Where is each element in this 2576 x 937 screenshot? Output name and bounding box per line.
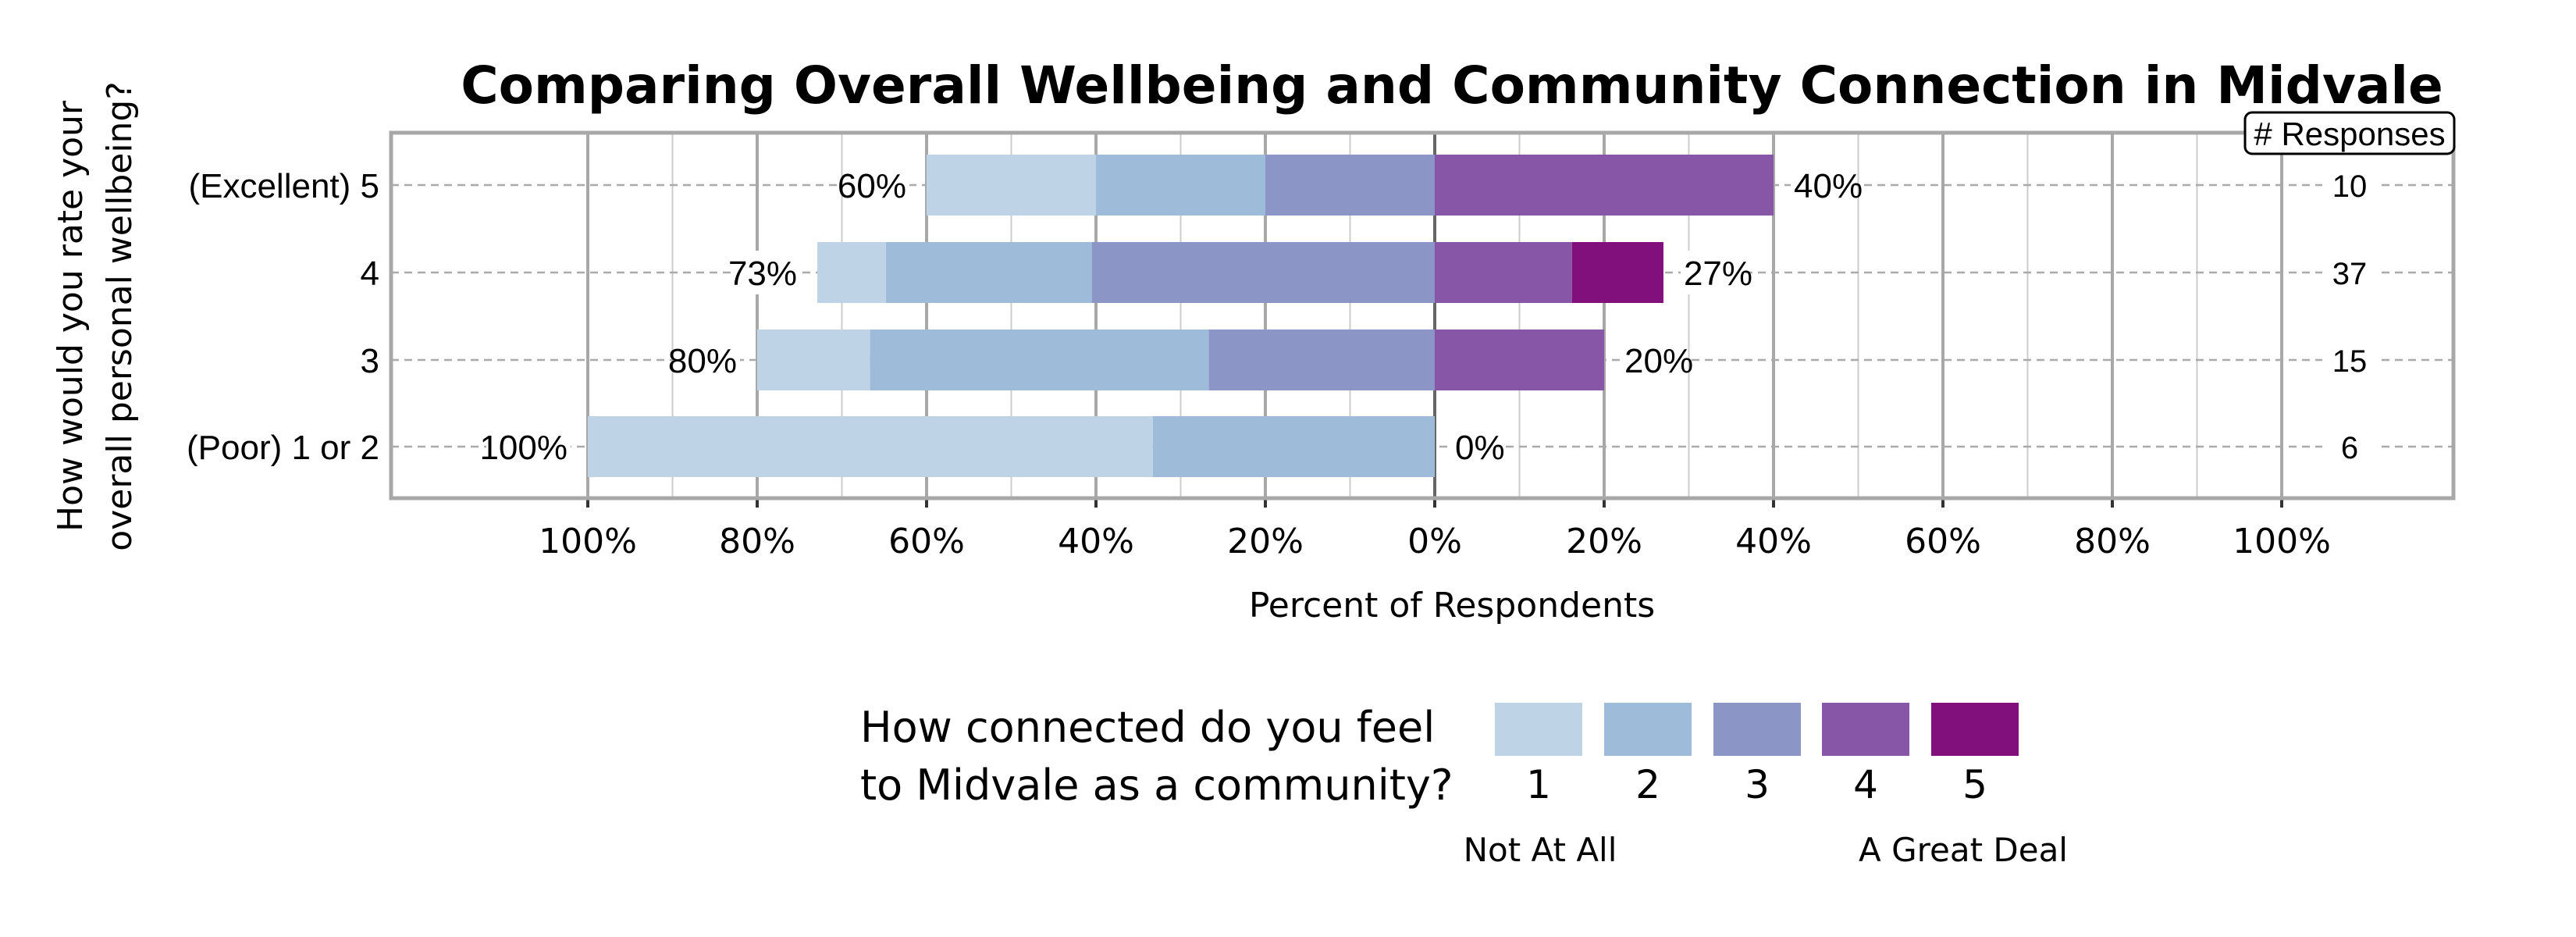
left-percent-label: 100% (479, 429, 568, 467)
label-backing (2322, 165, 2377, 205)
legend-items: 1 2 3 4 5 (1495, 703, 2019, 807)
bar-segment-1 (757, 330, 870, 390)
bar-segment-1 (817, 242, 886, 303)
x-tick-label: 60% (1905, 522, 1981, 561)
response-count: 37 (2332, 257, 2368, 291)
right-percent-label: 0% (1455, 429, 1505, 467)
legend: How connected do you feel to Midvale as … (860, 703, 2068, 869)
y-axis-title-line-1: How would you rate your (51, 100, 91, 532)
legend-high-label: A Great Deal (1859, 831, 2068, 869)
legend-swatch-2 (1604, 703, 1692, 756)
bar-segment-5 (1571, 242, 1663, 303)
legend-label-2: 2 (1635, 762, 1660, 807)
legend-label-5: 5 (1962, 762, 1987, 807)
label-backing (1452, 425, 1497, 468)
y-axis-title-line-2: overall personal wellbeing? (100, 81, 140, 550)
x-tick-label: 20% (1566, 522, 1642, 561)
responses-header: # Responses (2243, 111, 2456, 155)
bar-segment-4 (1435, 242, 1572, 303)
legend-label-1: 1 (1526, 762, 1551, 807)
bars (588, 155, 1774, 477)
legend-swatch-3 (1713, 703, 1801, 756)
x-tick-label: 100% (539, 522, 637, 561)
right-percent-label: 27% (1684, 255, 1752, 293)
x-tick-label: 80% (719, 522, 795, 561)
x-tick-label: 40% (1735, 522, 1812, 561)
legend-swatch-1 (1495, 703, 1582, 756)
legend-low-label: Not At All (1464, 831, 1617, 869)
bar-segment-4 (1435, 155, 1774, 216)
label-backing (845, 163, 909, 207)
legend-label-4: 4 (1853, 762, 1878, 807)
plot-frame (389, 130, 2456, 501)
x-tick-label: 20% (1227, 522, 1304, 561)
bar-segment-2 (1096, 155, 1265, 216)
bar-segment-3 (1265, 155, 1435, 216)
legend-swatch-4 (1822, 703, 1909, 756)
label-backing (675, 338, 740, 382)
response-count: 6 (2341, 431, 2358, 465)
legend-title-line-2: to Midvale as a community? (860, 761, 1453, 810)
x-tick-label: 80% (2074, 522, 2151, 561)
response-count: 10 (2332, 169, 2368, 204)
bar-segment-4 (1435, 330, 1604, 390)
bar-segment-3 (1208, 330, 1435, 390)
bar-segment-2 (870, 330, 1209, 390)
y-axis-title: How would you rate your overall personal… (51, 81, 140, 550)
label-backing (2322, 252, 2377, 293)
label-backing (486, 425, 571, 468)
legend-swatch-5 (1931, 703, 2019, 756)
bar-segment-1 (588, 416, 1153, 477)
right-percent-label: 40% (1794, 167, 1863, 205)
label-backing (1680, 251, 1745, 294)
y-tick-label: (Poor) 1 or 2 (187, 429, 379, 467)
label-backing (2322, 340, 2377, 380)
x-tick-label: 40% (1058, 522, 1134, 561)
bar-segment-2 (1152, 416, 1435, 477)
x-tick-label: 100% (2233, 522, 2331, 561)
bar-segment-1 (927, 155, 1096, 216)
label-backing (1791, 163, 1856, 207)
x-tick-label: 0% (1407, 522, 1462, 561)
label-backing (1621, 338, 1686, 382)
y-tick-label: (Excellent) 5 (188, 167, 379, 205)
chart-title: Comparing Overall Wellbeing and Communit… (461, 55, 2443, 116)
right-percent-label: 20% (1624, 342, 1693, 380)
legend-label-3: 3 (1745, 762, 1770, 807)
bar-segment-3 (1091, 242, 1435, 303)
x-tick-label: 60% (888, 522, 965, 561)
response-count: 15 (2332, 344, 2368, 379)
y-tick-label: 3 (361, 342, 379, 380)
left-percent-label: 73% (728, 255, 797, 293)
x-axis-title: Percent of Respondents (1249, 586, 1655, 625)
responses-header-text: # Responses (2254, 116, 2445, 152)
responses-header-box (2243, 111, 2456, 155)
y-tick-label: 4 (361, 255, 379, 293)
labels: 100% 80% 60% 40% 20% 0% 20% 40% 60% 80% 100%60% 40%… (187, 163, 2377, 561)
left-percent-label: 80% (668, 342, 737, 380)
label-backing (2322, 426, 2377, 467)
legend-title-line-1: How connected do you feel (860, 703, 1435, 752)
label-backing (735, 251, 801, 294)
bar-segment-2 (885, 242, 1092, 303)
left-percent-label: 60% (838, 167, 906, 205)
